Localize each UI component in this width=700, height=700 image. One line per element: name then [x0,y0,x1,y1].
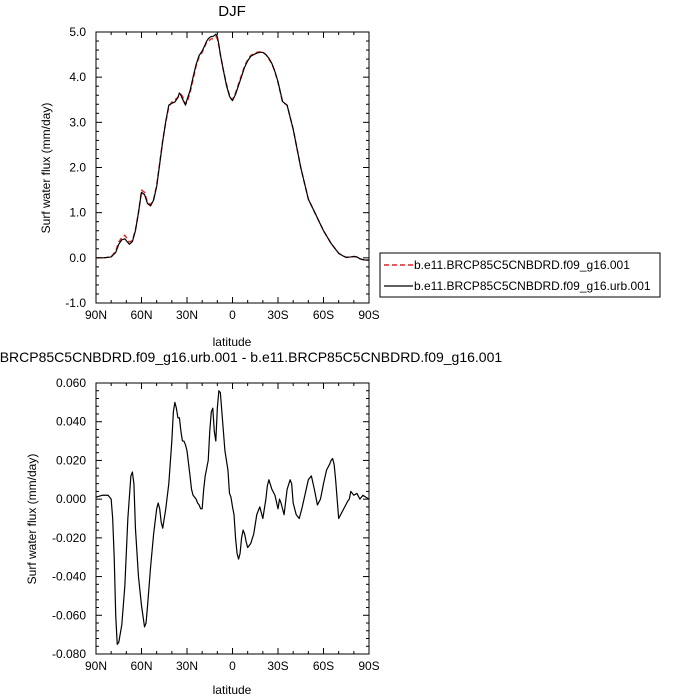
y-tick-label: 2.0 [69,161,86,175]
series-lines [95,390,370,645]
x-tick-label: 0 [229,308,236,322]
series-line-0 [96,35,369,261]
y-tick-label: -0.020 [52,531,86,545]
y-axis-label: Surf water flux (mm/day) [25,454,39,585]
y-tick-label: 0.000 [56,492,86,506]
series-lines [96,33,369,261]
x-tick-label: 60S [313,308,334,322]
y-tick-label: 4.0 [69,70,86,84]
x-tick-label: 90N [85,308,107,322]
legend: b.e11.BRCP85C5CNBDRD.f09_g16.001 b.e11.B… [379,252,661,298]
legend-label-ctrl: b.e11.BRCP85C5CNBDRD.f09_g16.001 [414,258,630,272]
chart-title: DJF [218,3,246,20]
y-tick-label: -0.080 [52,647,86,661]
y-tick-label: 0.040 [56,415,86,429]
x-tick-label: 60N [130,308,152,322]
plot-frame [95,382,370,655]
y-tick-label: -1.0 [65,296,86,310]
y-tick-label: 0.060 [56,376,86,390]
y-tick-label: 0.0 [69,251,86,265]
x-tick-label: 90S [358,659,379,673]
x-tick-label: 0 [229,659,236,673]
y-tick-label: -0.040 [52,570,86,584]
y-tick-label: 1.0 [69,206,86,220]
x-tick-label: 30N [176,308,198,322]
x-axis-label: latitude [213,335,252,349]
chart-panel-djf: DJF Surf water flux (mm/day) latitude 90… [39,3,380,349]
series-line-0 [95,390,370,645]
y-tick-label: 5.0 [69,25,86,39]
chart-title: b.e11.BRCP85C5CNBDRD.f09_g16.urb.001 - b… [0,349,502,365]
y-tick-label: 0.020 [56,453,86,467]
y-tick-label: -0.060 [52,608,86,622]
axis-ticks: 90N 60N 30N 0 30S 60S 90S -0.080 -0.060 -0.040 -0.… [52,376,380,673]
x-tick-label: 90N [85,659,107,673]
x-tick-label: 30S [267,659,288,673]
x-tick-label: 90S [358,308,379,322]
legend-label-urb: b.e11.BRCP85C5CNBDRD.f09_g16.urb.001 [414,279,651,293]
x-axis-label: latitude [213,683,252,697]
x-tick-label: 60S [313,659,334,673]
y-tick-label: 3.0 [69,115,86,129]
chart-panel-difference: b.e11.BRCP85C5CNBDRD.f09_g16.urb.001 - b… [0,349,502,697]
legend-box [379,252,661,298]
y-axis-label: Surf water flux (mm/day) [39,103,53,234]
series-line-1 [96,33,369,261]
plot-frame [95,31,370,304]
axis-ticks: 90N 60N 30N 0 30S 60S 90S -1.0 0.0 1.0 2.0 3.0 4.0 5.… [65,25,379,322]
x-tick-label: 60N [130,659,152,673]
x-tick-label: 30S [267,308,288,322]
x-tick-label: 30N [176,659,198,673]
